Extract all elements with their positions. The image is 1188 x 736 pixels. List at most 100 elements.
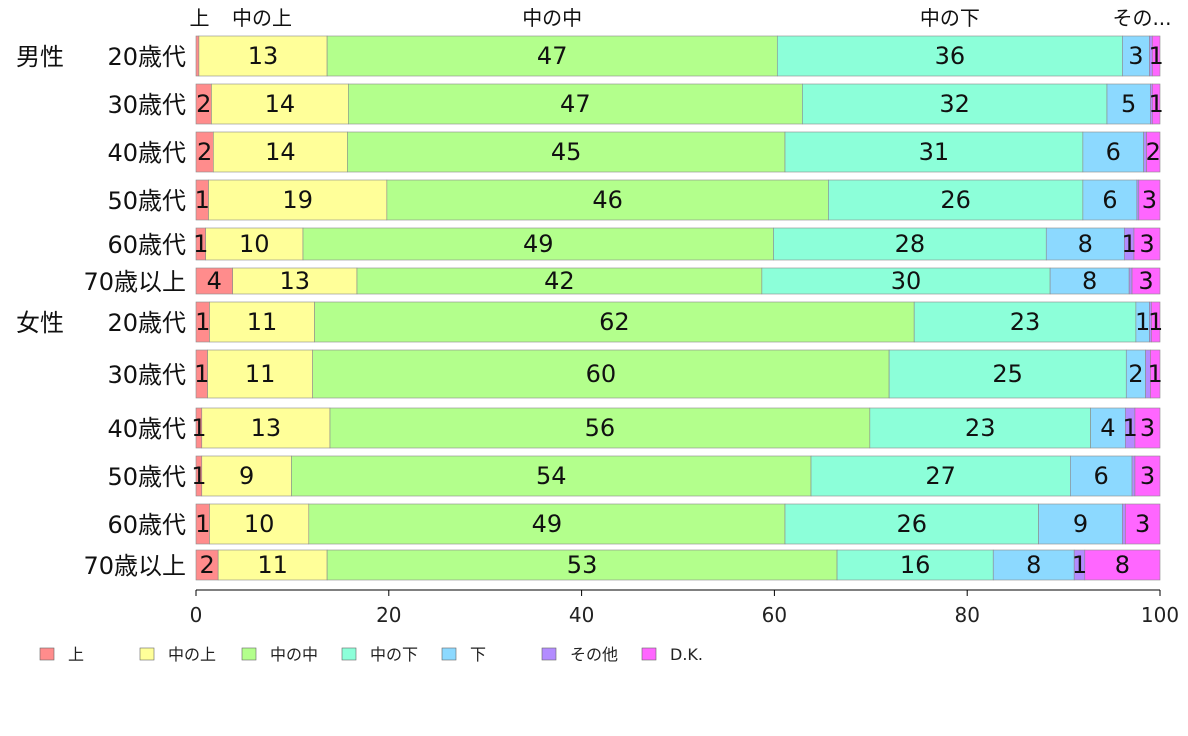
bar-segment (1038, 503, 1123, 545)
bar-segment (312, 349, 890, 399)
x-tick-label: 60 (762, 603, 787, 627)
data-label: 54 (536, 462, 567, 490)
legend: 上 中の上 中の中 中の下 下 その他 D.K. (39, 645, 703, 664)
segment-labels: 13 47 36 3 12 14 47 32 5 12 14 45 31 6 21 19 46 26 6 31 10 49… (191, 42, 1164, 579)
data-label: 2 (1128, 360, 1143, 388)
bar-segment (209, 301, 315, 343)
bar-segment (1131, 455, 1136, 497)
bar-segment (195, 35, 200, 77)
legend-item: 下 (441, 645, 486, 664)
data-label: 1 (1148, 360, 1163, 388)
bar-segment (232, 267, 358, 295)
data-label: 2 (1146, 138, 1161, 166)
data-label: 27 (925, 462, 956, 490)
data-label: 9 (239, 462, 254, 490)
bar-segment (1125, 503, 1161, 545)
bar-segment (1084, 549, 1161, 581)
data-label: 49 (532, 510, 563, 538)
x-axis: 0 20 40 60 80 100 (190, 589, 1179, 627)
data-label: 11 (257, 551, 288, 579)
data-label: 28 (895, 230, 926, 258)
category-label: 50歳代 (107, 463, 186, 491)
bar-segment (1134, 407, 1161, 449)
data-label: 1 (191, 414, 206, 442)
data-label: 1 (191, 462, 206, 490)
bar-segment (302, 227, 774, 261)
bar-segment (326, 549, 838, 581)
bar-segment (386, 179, 829, 221)
data-label: 8 (1082, 267, 1097, 295)
category-label: 50歳代 (107, 187, 186, 215)
bar-segment (1049, 267, 1130, 295)
legend-swatch (241, 647, 257, 661)
legend-item: 中の中 (241, 645, 318, 664)
data-label: 10 (239, 230, 270, 258)
legend-label: 中の下 (370, 645, 418, 664)
bar-segment (213, 131, 348, 173)
top-category-label: 中の中 (522, 6, 582, 30)
x-tick-label: 20 (376, 603, 401, 627)
legend-label: 下 (470, 645, 486, 664)
top-category-label: その... (1112, 6, 1171, 30)
data-label: 2 (199, 551, 214, 579)
legend-label: D.K. (670, 645, 703, 664)
legend-label: 中の上 (168, 645, 216, 664)
data-label: 3 (1138, 267, 1153, 295)
bar-segment (209, 503, 310, 545)
legend-swatch (441, 647, 457, 661)
bar-segment (1106, 83, 1151, 125)
category-label: 60歳代 (107, 511, 186, 539)
data-label: 3 (1139, 230, 1154, 258)
data-label: 23 (1010, 308, 1041, 336)
data-label: 1 (193, 230, 208, 258)
bar-segment (1134, 455, 1161, 497)
bars (195, 35, 1161, 581)
category-labels: 20歳代 30歳代 40歳代 50歳代 60歳代 70歳以上 20歳代 30歳代 40歳代 50歳… (16, 43, 186, 580)
bar-segment (217, 549, 328, 581)
top-labels: 上中の上 中の中 中の下 その... (189, 6, 1171, 30)
data-label: 2 (196, 90, 211, 118)
data-label: 45 (551, 138, 582, 166)
bar-segment (802, 83, 1108, 125)
legend-item: 中の下 (341, 645, 418, 664)
bar-segment (1133, 227, 1161, 261)
legend-label: 中の中 (270, 645, 318, 664)
legend-swatch (641, 647, 657, 661)
data-label: 3 (1135, 510, 1150, 538)
data-label: 1 (195, 510, 210, 538)
bar-segment (1151, 35, 1161, 77)
legend-item: D.K. (641, 645, 703, 664)
x-tick-label: 0 (190, 603, 203, 627)
data-label: 1 (1148, 308, 1163, 336)
data-label: 46 (592, 186, 623, 214)
bar-segment (314, 301, 915, 343)
legend-swatch (139, 647, 155, 661)
bar-segment (913, 301, 1137, 343)
bar-segment (1045, 227, 1125, 261)
data-label: 36 (935, 42, 966, 70)
data-label: 10 (244, 510, 275, 538)
legend-label: 上 (68, 645, 84, 664)
bar-segment (207, 349, 313, 399)
bar-segment (348, 83, 803, 125)
bar-segment (356, 267, 763, 295)
data-label: 11 (245, 360, 276, 388)
data-label: 31 (919, 138, 950, 166)
bar-segment (291, 455, 812, 497)
bar-segment (992, 549, 1075, 581)
data-label: 1 (194, 360, 209, 388)
data-label: 62 (599, 308, 630, 336)
data-label: 1 (1148, 90, 1163, 118)
legend-item: その他 (541, 645, 618, 664)
bar-segment (1082, 131, 1144, 173)
bar-segment (1151, 301, 1161, 343)
data-label: 4 (207, 267, 222, 295)
data-label: 6 (1094, 462, 1109, 490)
top-category-label: 上 (189, 6, 209, 30)
bar-segment (810, 455, 1071, 497)
data-label: 16 (900, 551, 931, 579)
bar-segment (1128, 267, 1133, 295)
data-label: 9 (1073, 510, 1088, 538)
legend-swatch (39, 647, 55, 661)
